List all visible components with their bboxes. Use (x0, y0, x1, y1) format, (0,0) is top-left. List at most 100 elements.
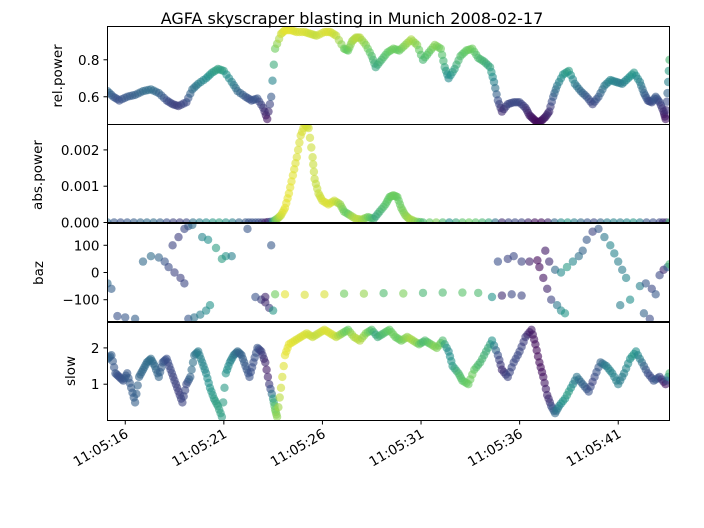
relpower-point (662, 106, 670, 115)
xtick-label: 11:05:36 (465, 426, 526, 470)
baz-point (556, 268, 566, 277)
abspower-point (622, 218, 631, 223)
relpower-point (265, 100, 275, 109)
slow-point (275, 393, 284, 402)
baz-point (458, 288, 467, 297)
slow-frame (107, 322, 670, 421)
relpower-ytick-label: 0.6 (78, 90, 99, 106)
slow-point (263, 372, 273, 382)
abspower-frame (107, 124, 670, 223)
abspower-point (425, 218, 434, 223)
baz-point (600, 232, 609, 242)
slow-point (132, 389, 141, 399)
baz-point (487, 292, 497, 302)
relpower-point (264, 107, 273, 116)
abspower-point (596, 218, 605, 223)
abspower-point (563, 218, 572, 223)
baz-point (221, 252, 230, 261)
slow-point (262, 365, 271, 374)
baz-yticks: −100 0 100 (62, 238, 108, 309)
slow-ytick-label: 1 (91, 377, 100, 393)
abspower-point (129, 218, 138, 223)
baz-point (399, 289, 408, 298)
abspower-point (308, 153, 317, 162)
relpower-point (263, 114, 272, 124)
abspower-point (234, 218, 244, 223)
baz-point (320, 290, 329, 299)
abspower-point (616, 218, 625, 223)
abspower-point (491, 218, 500, 223)
abspower-point (445, 218, 454, 223)
abspower-point (116, 218, 125, 223)
baz-point (205, 301, 215, 310)
baz-ytick-label: 100 (74, 238, 100, 254)
baz-point (270, 290, 280, 299)
baz-point (138, 257, 148, 266)
panel-slow: slow 12 (63, 322, 670, 421)
abspower-point (195, 218, 204, 223)
panel-baz: baz −100 0 100 (31, 223, 670, 322)
relpower-point (664, 66, 670, 76)
xtick-label: 11:05:31 (367, 426, 428, 470)
panel-abspower: abs.power 0.000 0.001 0.002 (30, 124, 670, 232)
baz-point (582, 235, 591, 244)
baz-point (610, 249, 619, 258)
slow-point (278, 372, 287, 382)
abspower-point (504, 218, 513, 223)
baz-point (379, 289, 388, 298)
relpower-point (665, 55, 670, 64)
baz-point (493, 257, 503, 266)
abspower-point (517, 218, 526, 223)
baz-point (168, 241, 177, 250)
abspower-point (221, 218, 230, 223)
abspower-point (484, 218, 493, 223)
slow-ytick-label: 2 (91, 341, 100, 357)
baz-point (113, 311, 122, 321)
abspower-point (169, 218, 178, 223)
abspower-point (304, 124, 313, 133)
baz-point (268, 306, 278, 315)
baz-point (170, 268, 179, 277)
abspower-point (309, 167, 319, 176)
slow-point (186, 372, 195, 382)
abspower-point (665, 218, 670, 223)
baz-point (130, 314, 140, 322)
baz-point (474, 288, 483, 298)
relpower-frame (107, 26, 670, 125)
abspower-point (464, 218, 474, 223)
baz-point (517, 291, 526, 300)
abspower-point (418, 218, 428, 223)
relpower-ytick-label: 0.8 (78, 53, 99, 69)
abspower-point (642, 218, 651, 223)
slow-point (188, 358, 198, 367)
baz-ytick-label: 0 (91, 266, 100, 282)
baz-point (533, 256, 542, 265)
baz-point (509, 252, 518, 261)
slow-point (261, 358, 270, 367)
baz-point (562, 262, 572, 272)
baz-point (267, 241, 276, 250)
baz-point (560, 309, 570, 318)
baz-point (164, 262, 173, 272)
baz-point (146, 252, 156, 261)
baz-point (359, 289, 369, 298)
abspower-point (589, 218, 599, 223)
baz-point (121, 313, 130, 322)
xtick-label: 11:05:16 (71, 426, 132, 470)
abspower-point (524, 218, 533, 223)
abspower-point (136, 218, 145, 223)
baz-point (339, 289, 349, 298)
abspower-point (570, 218, 579, 223)
abspower-point (293, 145, 303, 155)
baz-points (107, 223, 670, 322)
abspower-point (543, 218, 553, 223)
abspower-point (201, 218, 211, 223)
slow-point (219, 398, 228, 407)
baz-point (545, 257, 554, 266)
slow-point (187, 365, 196, 374)
slow-point (272, 412, 282, 421)
abspower-point (497, 218, 507, 223)
panel-relpower: rel.power 0.6 0.8 (50, 26, 670, 125)
relpower-point (663, 88, 670, 98)
